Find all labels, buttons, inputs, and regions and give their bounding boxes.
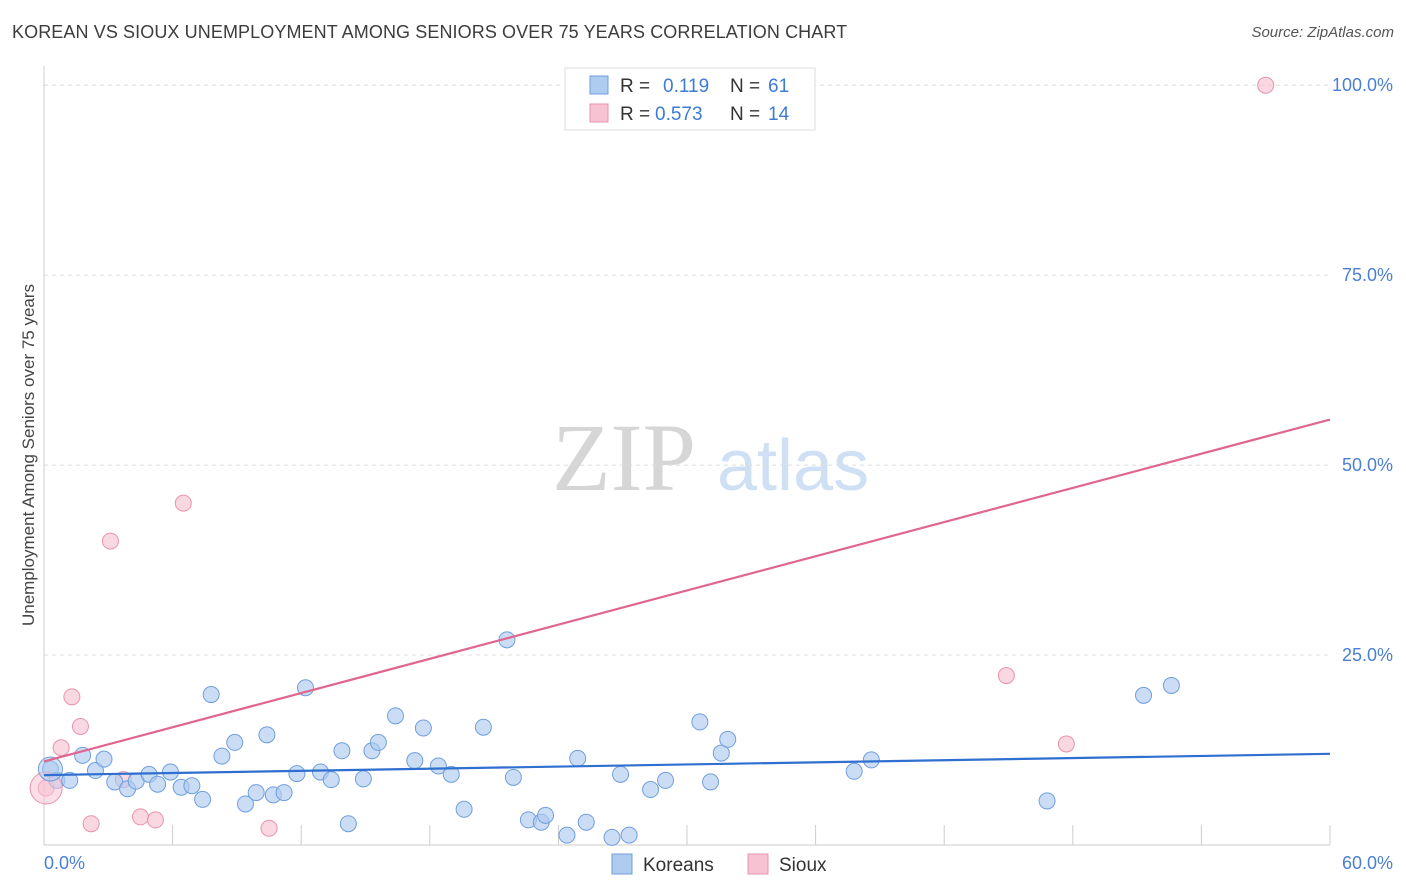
korean-point [474, 718, 492, 736]
stats-legend: R = 0.119 N = 61 R = 0.573 N = 14 [564, 67, 816, 131]
korean-trend-line [43, 752, 1331, 777]
korean-point [845, 762, 863, 780]
stats-legend-r-value: 0.573 [655, 104, 703, 125]
stats-legend-n-label: N = [730, 104, 760, 125]
stats-legend-r-label: R = [620, 76, 650, 97]
stats-legend-n-value: 61 [768, 76, 789, 97]
korean-point [504, 768, 522, 786]
korean-point [194, 790, 212, 808]
y-tick-labels: 25.0% 50.0% 75.0% 100.0% [1332, 75, 1393, 665]
sioux-point [131, 808, 149, 826]
stats-legend-swatch-koreans [589, 75, 609, 95]
korean-point [369, 733, 387, 751]
korean-point [226, 733, 244, 751]
y-tick-label: 100.0% [1332, 75, 1393, 95]
data-points [29, 76, 1275, 846]
x-tick-label: 60.0% [1342, 853, 1393, 873]
sioux-point [52, 739, 70, 757]
sioux-point [260, 819, 278, 837]
korean-point [183, 777, 201, 795]
y-axis-label: Unemployment Among Seniors over 75 years [19, 284, 38, 626]
x-tick-labels: 0.0% 60.0% [44, 853, 1393, 873]
korean-point [213, 747, 231, 765]
korean-point [387, 707, 405, 725]
korean-point [354, 770, 372, 788]
korean-point [149, 775, 167, 793]
y-tick-label: 50.0% [1342, 455, 1393, 475]
chart-title: KOREAN VS SIOUX UNEMPLOYMENT AMONG SENIO… [12, 22, 848, 42]
korean-point [247, 784, 265, 802]
grid [44, 84, 1330, 656]
y-tick-label: 75.0% [1342, 265, 1393, 285]
korean-point [333, 742, 351, 760]
stats-legend-r-label: R = [620, 104, 650, 125]
korean-point [603, 828, 621, 846]
series-legend-swatch-koreans [611, 853, 633, 875]
series-legend-label-koreans: Koreans [643, 855, 714, 876]
korean-point [620, 826, 638, 844]
sioux-point [146, 811, 164, 829]
watermark-atlas: atlas [717, 426, 869, 506]
sioux-point [63, 688, 81, 706]
korean-point [657, 771, 675, 789]
korean-point [702, 773, 720, 791]
korean-point [1162, 676, 1180, 694]
series-legend: Koreans Sioux [611, 853, 827, 876]
korean-point [236, 795, 254, 813]
sioux-point [71, 717, 89, 735]
korean-point [642, 781, 660, 799]
korean-point [1038, 792, 1056, 810]
chart-source: Source: ZipAtlas.com [1251, 24, 1394, 41]
korean-point [577, 813, 595, 831]
stats-legend-n-label: N = [730, 76, 760, 97]
korean-point [442, 765, 460, 783]
watermark-zip: ZIP [552, 404, 696, 511]
stats-legend-swatch-sioux [589, 103, 609, 123]
stats-legend-n-value: 14 [768, 104, 790, 125]
sioux-point [1057, 735, 1075, 753]
korean-point [95, 750, 113, 768]
korean-point [558, 826, 576, 844]
sioux-point [174, 494, 192, 512]
x-tick-label: 0.0% [44, 853, 85, 873]
stats-legend-row-koreans: R = 0.119 N = 61 [589, 75, 789, 97]
korean-point [258, 726, 276, 744]
sioux-point [82, 815, 100, 833]
y-tick-label: 25.0% [1342, 645, 1393, 665]
korean-point [429, 757, 447, 775]
korean-point [414, 719, 432, 737]
sioux-point [101, 532, 119, 550]
stats-legend-row-sioux: R = 0.573 N = 14 [589, 103, 790, 125]
trend-lines [43, 418, 1331, 777]
korean-point [537, 806, 555, 824]
sioux-point [997, 667, 1015, 685]
korean-point [339, 815, 357, 833]
korean-point [406, 752, 424, 770]
korean-point [61, 771, 79, 789]
sioux-trend-line [43, 418, 1331, 763]
korean-point [322, 771, 340, 789]
korean-point [862, 751, 880, 769]
watermark: ZIP atlas [552, 404, 869, 511]
korean-point [202, 686, 220, 704]
korean-point [612, 765, 630, 783]
series-legend-label-sioux: Sioux [779, 855, 827, 876]
korean-point [275, 784, 293, 802]
korean-point [569, 749, 587, 767]
stats-legend-r-value: 0.119 [663, 76, 709, 97]
series-legend-swatch-sioux [747, 853, 769, 875]
korean-point [712, 744, 730, 762]
korean-point [719, 730, 737, 748]
sioux-point [1257, 76, 1275, 94]
korean-point [691, 713, 709, 731]
korean-point [455, 800, 473, 818]
axes [43, 66, 1331, 846]
korean-point [1135, 686, 1153, 704]
korean-point [288, 765, 306, 783]
